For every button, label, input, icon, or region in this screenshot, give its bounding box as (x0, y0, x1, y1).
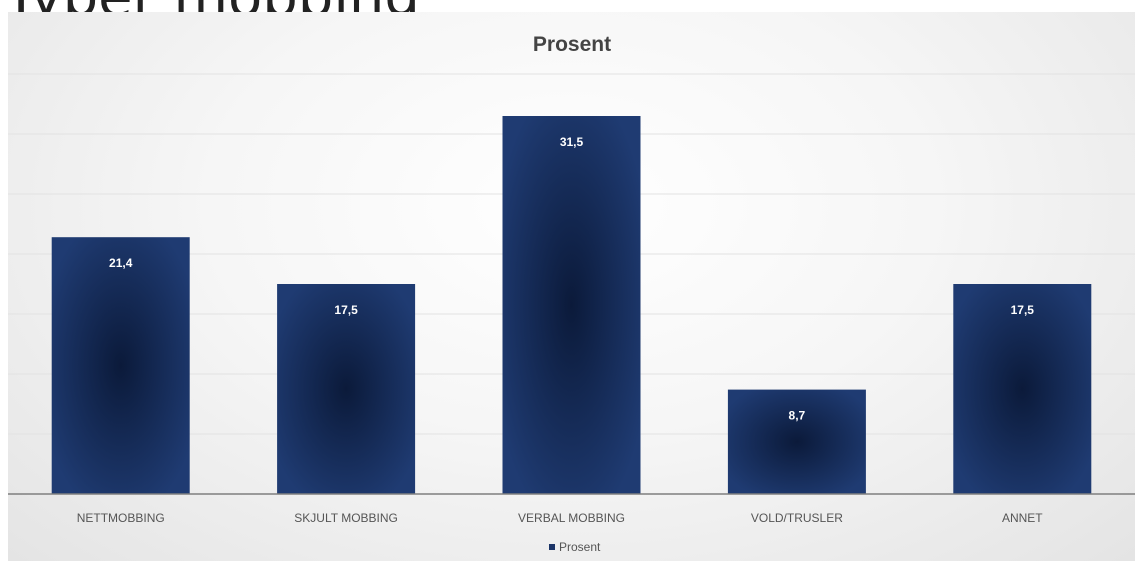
data-label: 21,4 (109, 256, 133, 270)
data-label: 8,7 (789, 409, 806, 423)
category-label: VOLD/TRUSLER (751, 511, 843, 525)
data-label: 31,5 (560, 135, 584, 149)
bar-chart: Prosent 21,4 17,5 31,5 8,7 17,5 NETTMOBBING S… (8, 33, 1135, 554)
category-label: SKJULT MOBBING (294, 511, 398, 525)
category-label: NETTMOBBING (77, 511, 165, 525)
category-label: VERBAL MOBBING (518, 511, 625, 525)
bar-nettmobbing (51, 237, 190, 494)
chart-area: Prosent 21,4 17,5 31,5 8,7 17,5 NETTMOBBING S… (8, 12, 1135, 561)
data-label: 17,5 (1011, 303, 1035, 317)
data-label: 17,5 (334, 303, 358, 317)
bar-skjult-mobbing (277, 284, 416, 494)
bars (51, 116, 1092, 494)
chart-title: Prosent (533, 33, 611, 56)
bar-vold-trusler (727, 389, 866, 494)
legend-swatch (549, 544, 555, 550)
legend: Prosent (549, 540, 601, 554)
category-labels: NETTMOBBING SKJULT MOBBING VERBAL MOBBING V… (77, 511, 1044, 525)
category-label: ANNET (1002, 511, 1043, 525)
bar-verbal-mobbing (502, 116, 641, 494)
data-labels: 21,4 17,5 31,5 8,7 17,5 (109, 135, 1034, 423)
legend-label: Prosent (559, 540, 601, 554)
bar-annet (953, 284, 1092, 494)
